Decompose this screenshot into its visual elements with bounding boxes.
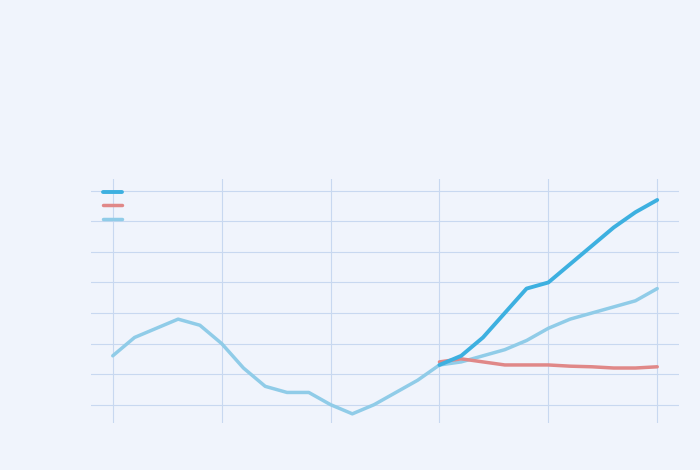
ノーマルシナリオ — [326, 402, 335, 407]
ノーマルシナリオ — [130, 335, 139, 340]
ノーマルシナリオ — [435, 362, 444, 368]
ノーマルシナリオ — [522, 337, 531, 343]
ノーマルシナリオ — [544, 325, 552, 331]
ノーマルシナリオ — [174, 316, 182, 322]
バッドシナリオ — [522, 362, 531, 368]
バッドシナリオ — [457, 356, 466, 362]
グッドシナリオ — [544, 280, 552, 285]
バッドシナリオ — [566, 363, 574, 369]
ノーマルシナリオ — [457, 359, 466, 365]
バッドシナリオ — [435, 359, 444, 365]
ノーマルシナリオ — [653, 286, 662, 291]
グッドシナリオ — [588, 243, 596, 249]
ノーマルシナリオ — [108, 353, 117, 359]
バッドシナリオ — [588, 364, 596, 369]
ノーマルシナリオ — [218, 341, 226, 346]
ノーマルシナリオ — [414, 377, 422, 383]
ノーマルシナリオ — [566, 316, 574, 322]
Legend: グッドシナリオ, バッドシナリオ, ノーマルシナリオ: グッドシナリオ, バッドシナリオ, ノーマルシナリオ — [103, 187, 153, 224]
Line: グッドシナリオ: グッドシナリオ — [440, 200, 657, 365]
ノーマルシナリオ — [588, 310, 596, 316]
ノーマルシナリオ — [479, 353, 487, 359]
グッドシナリオ — [457, 353, 466, 359]
ノーマルシナリオ — [283, 390, 291, 395]
Line: ノーマルシナリオ: ノーマルシナリオ — [113, 289, 657, 414]
バッドシナリオ — [653, 364, 662, 369]
ノーマルシナリオ — [239, 365, 248, 371]
グッドシナリオ — [631, 210, 640, 215]
ノーマルシナリオ — [261, 384, 270, 389]
グッドシナリオ — [435, 362, 444, 368]
Line: バッドシナリオ: バッドシナリオ — [440, 359, 657, 368]
ノーマルシナリオ — [152, 325, 160, 331]
バッドシナリオ — [544, 362, 552, 368]
ノーマルシナリオ — [392, 390, 400, 395]
グッドシナリオ — [566, 261, 574, 267]
グッドシナリオ — [479, 335, 487, 340]
ノーマルシナリオ — [370, 402, 378, 407]
ノーマルシナリオ — [610, 304, 618, 310]
バッドシナリオ — [479, 359, 487, 365]
グッドシナリオ — [522, 286, 531, 291]
ノーマルシナリオ — [500, 347, 509, 352]
グッドシナリオ — [653, 197, 662, 203]
バッドシナリオ — [500, 362, 509, 368]
ノーマルシナリオ — [196, 322, 204, 328]
バッドシナリオ — [610, 365, 618, 371]
ノーマルシナリオ — [304, 390, 313, 395]
グッドシナリオ — [610, 225, 618, 230]
ノーマルシナリオ — [348, 411, 356, 416]
バッドシナリオ — [631, 365, 640, 371]
グッドシナリオ — [500, 310, 509, 316]
ノーマルシナリオ — [631, 298, 640, 304]
